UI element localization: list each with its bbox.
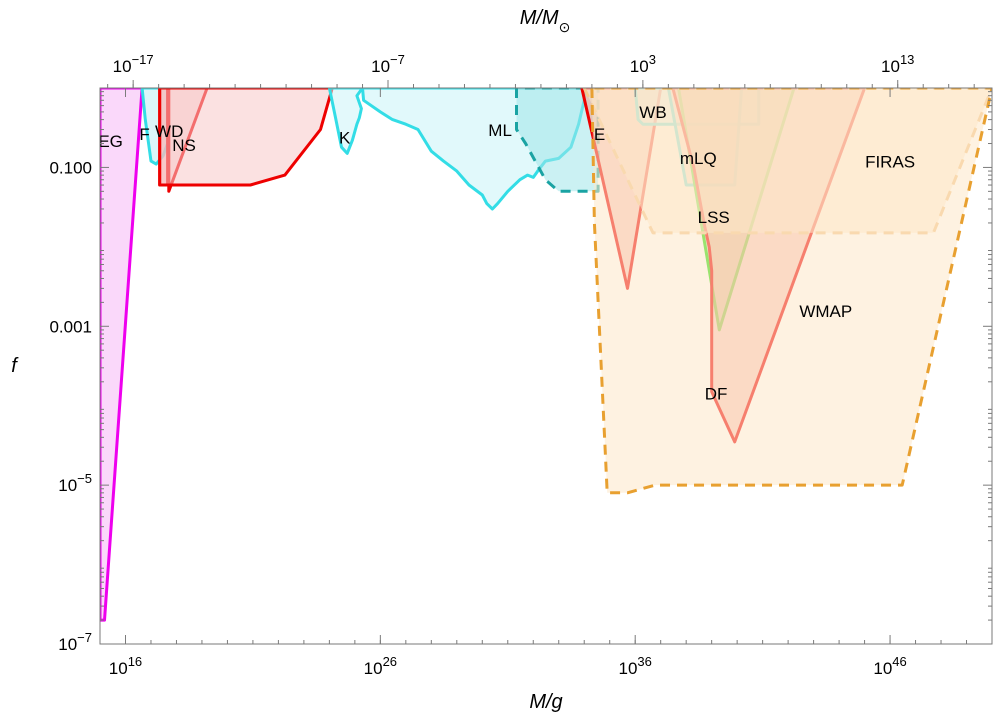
region-k (327, 88, 364, 155)
y-tick-label: 10−5 (58, 471, 92, 495)
plot-frame (99, 87, 993, 645)
region-label-firas: FIRAS (865, 152, 915, 171)
regions-layer (100, 88, 992, 622)
region-label-wd: WD (155, 122, 183, 141)
region-wmap (590, 88, 992, 495)
region-label-f: F (139, 125, 149, 144)
y-tick-label: 10−7 (58, 630, 92, 654)
top-axis-title-sub: ⊙ (559, 19, 571, 35)
y-tick-label: 0.001 (49, 317, 92, 336)
x2-tick-label: 103 (630, 52, 656, 76)
ticks-layer: 1016 1026 1036 1046 10−17 10−7 103 1013 10−7 10−5… (49, 52, 993, 678)
region-label-wmap: WMAP (799, 302, 852, 321)
top-axis-title: M/M⊙ (520, 7, 571, 35)
region-label-wb: WB (639, 103, 666, 122)
x2-tick-label: 10−7 (371, 52, 405, 76)
region-label-ns: NS (172, 136, 196, 155)
region-segment-4 (158, 88, 334, 187)
x-tick-label: 1046 (873, 654, 906, 678)
y-axis-title: f (11, 355, 19, 377)
x2-tick-label: 1013 (881, 52, 914, 76)
region-label-k: K (339, 129, 351, 148)
region-label-df: DF (705, 384, 728, 403)
region-label-lss: LSS (698, 208, 730, 227)
region-label-ml: ML (488, 121, 512, 140)
x-axis-title: M/g (529, 691, 562, 713)
x-tick-label: 1036 (619, 654, 652, 678)
x-tick-label: 1016 (109, 654, 142, 678)
x-tick-label: 1026 (364, 654, 397, 678)
region-label-mlq: mLQ (680, 149, 717, 168)
region-label-eg: EG (98, 132, 123, 151)
top-axis-title-main: M/M (520, 7, 559, 29)
region-label-e: E (594, 125, 605, 144)
x2-tick-label: 10−17 (113, 52, 154, 76)
y-tick-label: 0.100 (49, 158, 92, 177)
